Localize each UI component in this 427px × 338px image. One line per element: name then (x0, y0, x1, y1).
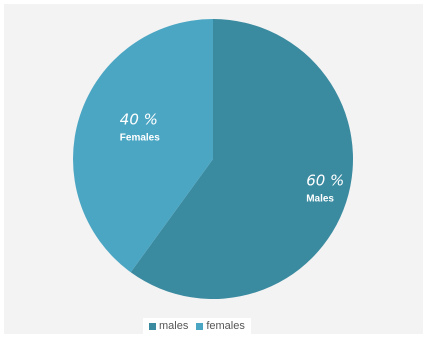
slice-category-label-females: Females (120, 133, 160, 144)
slice-labels: 60 % Males 40 % Females (120, 111, 345, 205)
legend-swatch-females (196, 322, 204, 330)
slice-pct-label-females: 40 % (120, 111, 158, 129)
legend-item-females: females (196, 320, 245, 332)
pie-slices (72, 19, 353, 300)
chart-legend: males females (143, 318, 251, 334)
pie-slice-females (72, 19, 213, 273)
slice-category-label-males: Males (306, 193, 334, 204)
slice-pct-label-males: 60 % (306, 171, 344, 189)
pie-slice-males (130, 19, 353, 300)
legend-label-males: males (159, 320, 189, 332)
legend-label-females: females (206, 320, 245, 332)
legend-swatch-males (149, 322, 156, 330)
legend-item-males: males (149, 320, 188, 332)
